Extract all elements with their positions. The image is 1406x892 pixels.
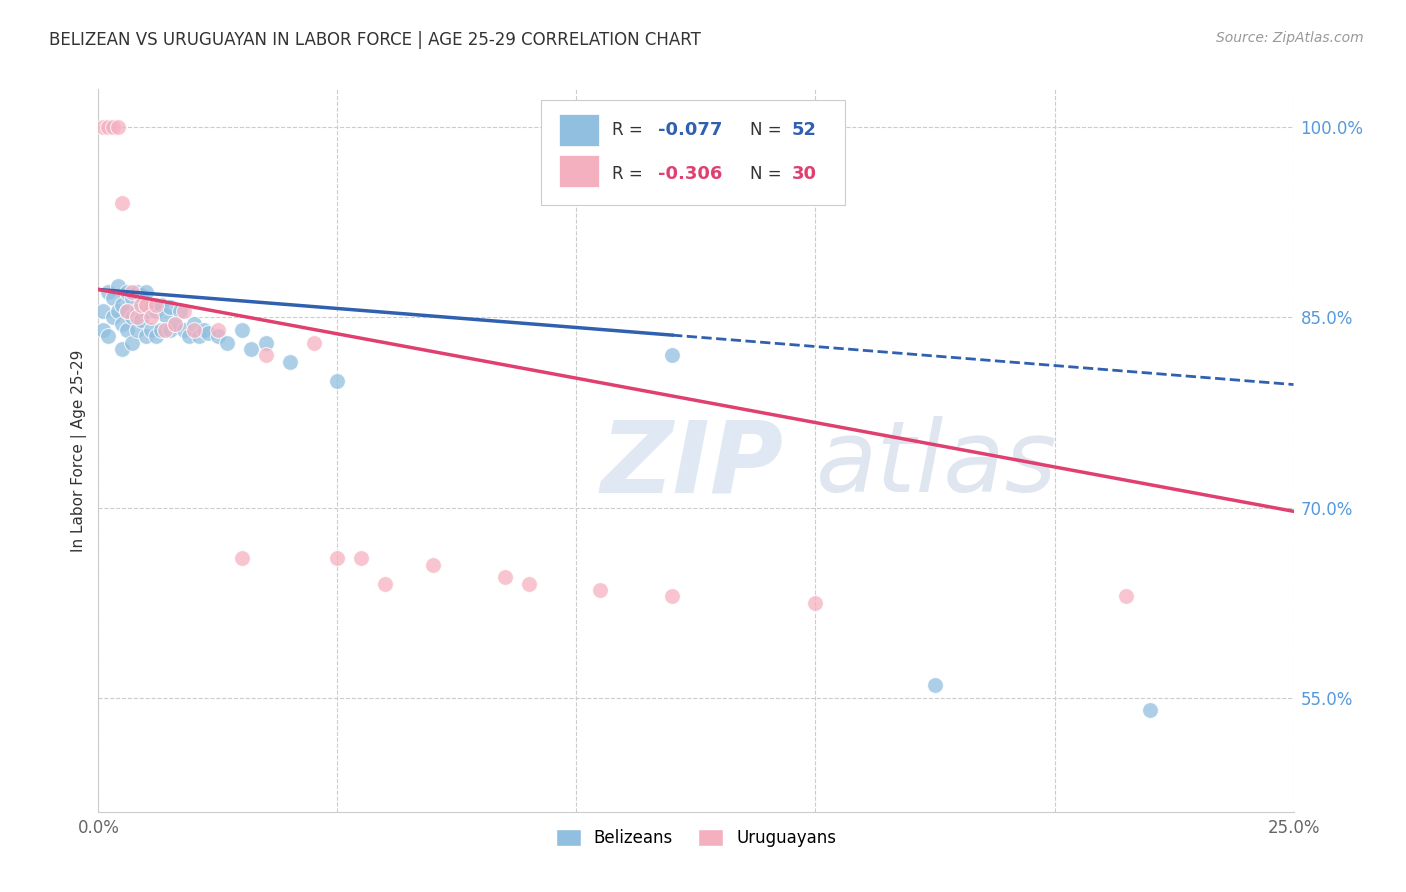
Point xyxy=(107,120,129,135)
Point xyxy=(173,323,195,337)
Point xyxy=(193,323,215,337)
Text: R =: R = xyxy=(613,121,648,139)
Point xyxy=(97,329,120,343)
Point xyxy=(121,335,143,350)
Point xyxy=(97,120,120,135)
Point xyxy=(121,310,143,325)
Point xyxy=(145,298,167,312)
FancyBboxPatch shape xyxy=(558,155,599,186)
Point xyxy=(131,287,153,301)
Point xyxy=(125,323,148,337)
Point xyxy=(494,570,516,584)
Point xyxy=(107,304,129,318)
Point xyxy=(121,285,143,299)
Point xyxy=(169,304,191,318)
Point xyxy=(91,323,114,337)
Point xyxy=(159,300,181,314)
Point xyxy=(135,285,157,299)
Point xyxy=(107,278,129,293)
Point xyxy=(254,335,277,350)
Text: 30: 30 xyxy=(792,165,817,183)
Point xyxy=(125,304,148,318)
Point xyxy=(278,355,301,369)
Point xyxy=(115,304,138,318)
Point xyxy=(101,120,124,135)
Point xyxy=(131,298,153,312)
Text: N =: N = xyxy=(749,121,786,139)
Text: BELIZEAN VS URUGUAYAN IN LABOR FORCE | AGE 25-29 CORRELATION CHART: BELIZEAN VS URUGUAYAN IN LABOR FORCE | A… xyxy=(49,31,702,49)
Point xyxy=(661,589,683,603)
Point xyxy=(139,310,162,325)
Point xyxy=(91,120,114,135)
Point xyxy=(183,317,205,331)
Point xyxy=(183,323,205,337)
Point xyxy=(111,342,134,356)
Point xyxy=(661,348,683,362)
Point xyxy=(149,298,172,312)
Point xyxy=(121,291,143,305)
Point xyxy=(111,317,134,331)
Point xyxy=(374,576,396,591)
Point xyxy=(179,329,201,343)
Point xyxy=(159,323,181,337)
Point xyxy=(197,326,219,340)
Text: -0.306: -0.306 xyxy=(658,165,723,183)
Point xyxy=(125,310,148,325)
Point xyxy=(1115,589,1137,603)
Point xyxy=(131,313,153,327)
FancyBboxPatch shape xyxy=(558,114,599,146)
Point xyxy=(101,291,124,305)
Point xyxy=(1139,703,1161,717)
Point xyxy=(125,285,148,299)
Point xyxy=(91,304,114,318)
Point xyxy=(155,323,177,337)
Point xyxy=(139,300,162,314)
Point xyxy=(115,285,138,299)
Point xyxy=(231,323,253,337)
Point xyxy=(326,551,349,566)
Point xyxy=(163,317,186,331)
Point xyxy=(804,596,827,610)
Point xyxy=(155,308,177,322)
Text: atlas: atlas xyxy=(815,417,1057,514)
Text: -0.077: -0.077 xyxy=(658,121,723,139)
Point xyxy=(135,329,157,343)
Point xyxy=(207,329,229,343)
Point xyxy=(302,335,325,350)
Point xyxy=(924,678,946,692)
Point xyxy=(111,298,134,312)
Point xyxy=(254,348,277,362)
Legend: Belizeans, Uruguayans: Belizeans, Uruguayans xyxy=(548,822,844,854)
Point xyxy=(139,323,162,337)
Text: ZIP: ZIP xyxy=(600,417,783,514)
Point xyxy=(101,310,124,325)
Point xyxy=(135,304,157,318)
Point xyxy=(145,329,167,343)
FancyBboxPatch shape xyxy=(541,100,845,205)
Point xyxy=(135,298,157,312)
Text: Source: ZipAtlas.com: Source: ZipAtlas.com xyxy=(1216,31,1364,45)
Point xyxy=(111,196,134,211)
Point xyxy=(350,551,373,566)
Point xyxy=(217,335,239,350)
Point xyxy=(207,323,229,337)
Point xyxy=(97,285,120,299)
Text: R =: R = xyxy=(613,165,648,183)
Point xyxy=(326,374,349,388)
Point xyxy=(145,304,167,318)
Point xyxy=(240,342,263,356)
Text: N =: N = xyxy=(749,165,786,183)
Point xyxy=(187,329,209,343)
Point xyxy=(163,317,186,331)
Point xyxy=(115,304,138,318)
Y-axis label: In Labor Force | Age 25-29: In Labor Force | Age 25-29 xyxy=(72,350,87,551)
Point xyxy=(422,558,444,572)
Point xyxy=(589,582,612,597)
Text: 52: 52 xyxy=(792,121,817,139)
Point xyxy=(173,304,195,318)
Point xyxy=(517,576,540,591)
Point xyxy=(231,551,253,566)
Point xyxy=(149,323,172,337)
Point xyxy=(115,323,138,337)
